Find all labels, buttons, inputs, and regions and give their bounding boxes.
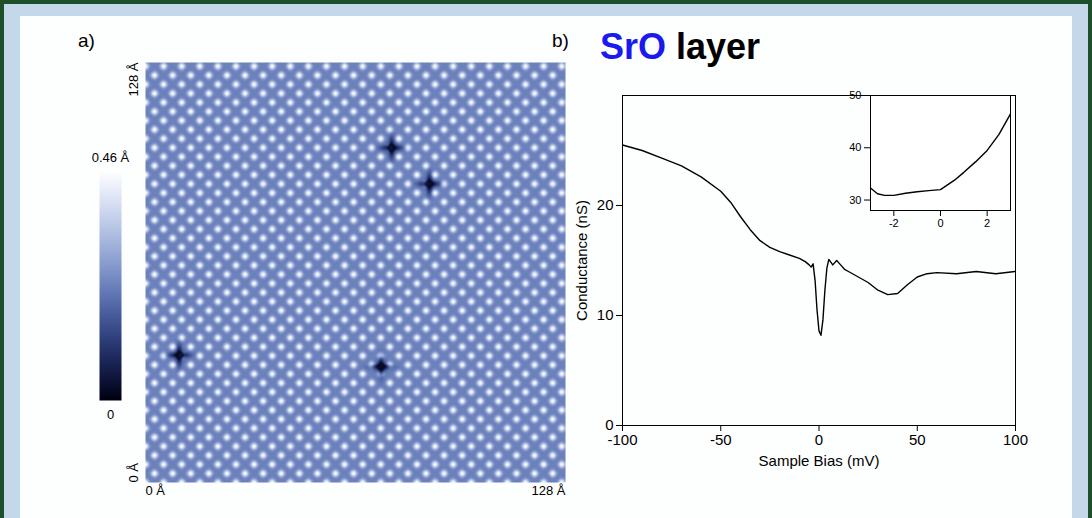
svg-text:0 Å: 0 Å	[126, 463, 141, 483]
svg-text:50: 50	[909, 431, 926, 448]
svg-text:0: 0	[937, 217, 943, 229]
svg-text:30: 30	[849, 194, 861, 206]
svg-text:0 Å: 0 Å	[146, 483, 166, 498]
svg-text:128 Å: 128 Å	[532, 483, 566, 498]
svg-text:20: 20	[597, 196, 614, 213]
svg-text:2: 2	[984, 217, 990, 229]
html-text:a): a)	[78, 30, 95, 51]
svg-text:50: 50	[849, 89, 861, 101]
svg-text:0: 0	[815, 431, 823, 448]
svg-text:-50: -50	[710, 431, 732, 448]
svg-text:128 Å: 128 Å	[126, 62, 141, 96]
svg-text:Sample Bias (mV): Sample Bias (mV)	[759, 452, 880, 469]
html-text:SrO layer: SrO layer	[600, 26, 761, 67]
html-text:b): b)	[552, 30, 569, 51]
svg-text:10: 10	[597, 306, 614, 323]
svg-text:40: 40	[849, 141, 861, 153]
svg-text:-100: -100	[607, 431, 637, 448]
svg-text:100: 100	[1003, 431, 1028, 448]
svg-text:Conductance (nS): Conductance (nS)	[573, 200, 590, 321]
svg-text:-2: -2	[889, 217, 899, 229]
svg-text:0: 0	[107, 407, 114, 422]
svg-text:0.46 Å: 0.46 Å	[92, 150, 130, 165]
svg-text:0: 0	[605, 416, 614, 434]
